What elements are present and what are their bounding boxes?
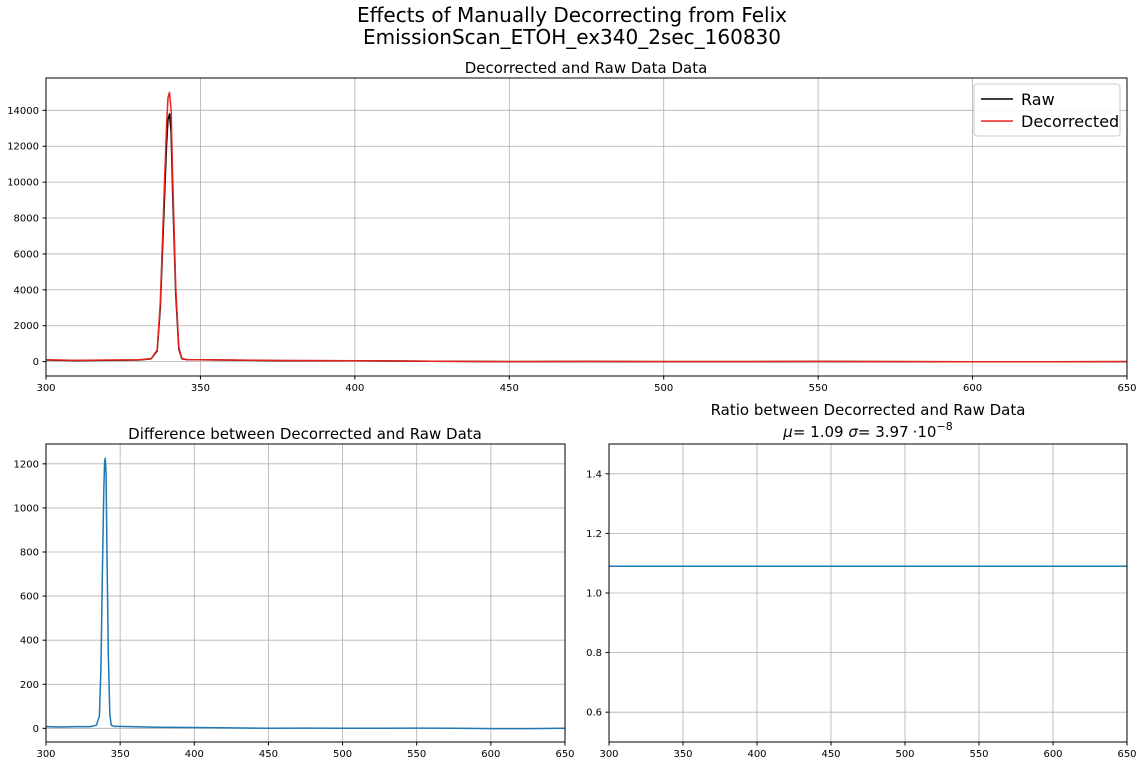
sigma-equals: = (858, 423, 875, 441)
x-tick-label: 300 (599, 749, 618, 760)
x-tick-label: 300 (36, 383, 55, 394)
grid-lines (45, 444, 566, 742)
y-tick-label: 1.2 (586, 529, 602, 540)
series-lines (45, 91, 1128, 363)
x-tick-label: 550 (809, 383, 828, 394)
y-tick-label: 1.0 (586, 589, 602, 600)
sigma-exponent: −8 (936, 420, 952, 433)
y-tick-label: 2000 (14, 321, 39, 332)
series-line-decorrected (45, 91, 1128, 363)
chart-title: Difference between Decorrected and Raw D… (128, 425, 482, 443)
x-tick-label: 500 (654, 383, 673, 394)
legend-raw-label: Raw (1021, 90, 1055, 109)
y-tick-label: 0.6 (586, 708, 602, 719)
x-tick-label: 450 (821, 749, 840, 760)
x-tick-label: 300 (36, 749, 55, 760)
x-tick-label: 550 (969, 749, 988, 760)
chart-decorrected-and-raw: Decorrected and Raw Data Data 300 350 400 4… (7, 59, 1136, 394)
tick-labels: 300 350 400 450 500 550 600 650 0 2000 4000 6000 800… (7, 106, 1136, 394)
chart-title: Decorrected and Raw Data Data (465, 59, 708, 77)
y-tick-label: 600 (20, 592, 39, 603)
plot-frame (45, 443, 566, 743)
x-tick-label: 650 (555, 749, 574, 760)
y-tick-label: 0.8 (586, 648, 602, 659)
chart-subtitle-stats: μ= 1.09 σ= 3.97·10−8 (782, 420, 952, 441)
y-tick-label: 800 (20, 548, 39, 559)
sigma-symbol: σ (848, 423, 858, 441)
chart-difference: Difference between Decorrected and Raw D… (14, 425, 575, 760)
x-tick-label: 400 (185, 749, 204, 760)
y-tick-label: 10000 (7, 178, 39, 189)
x-tick-label: 600 (963, 383, 982, 394)
y-tick-label: 1200 (14, 459, 39, 470)
x-tick-label: 450 (500, 383, 519, 394)
series-lines (45, 457, 566, 730)
y-tick-label: 8000 (14, 214, 39, 225)
legend: Raw Decorrected (973, 83, 1121, 137)
x-tick-label: 350 (673, 749, 692, 760)
tick-labels: 300 350 400 450 500 550 600 650 0.6 0.8 1.0 1.2 1.4 (586, 469, 1136, 760)
y-tick-label: 12000 (7, 142, 39, 153)
sigma-value: 3.97 (875, 423, 908, 441)
y-tick-label: 14000 (7, 106, 39, 117)
legend-decorrected-label: Decorrected (1021, 112, 1119, 131)
x-tick-label: 350 (191, 383, 210, 394)
x-tick-label: 500 (895, 749, 914, 760)
grid-lines (45, 78, 1128, 376)
mu-symbol: μ (782, 423, 793, 441)
y-tick-label: 4000 (14, 285, 39, 296)
plot-frame (45, 77, 1128, 377)
mu-equals: = (793, 423, 810, 441)
legend-box (973, 83, 1121, 137)
chart-ratio: Ratio between Decorrected and Raw Data μ… (586, 401, 1136, 760)
x-tick-label: 600 (1043, 749, 1062, 760)
sigma-multiplier: ·10 (913, 423, 937, 441)
x-tick-label: 650 (1117, 383, 1136, 394)
y-tick-label: 200 (20, 680, 39, 691)
mu-value: 1.09 (810, 423, 843, 441)
chart-title: Ratio between Decorrected and Raw Data (711, 401, 1026, 419)
x-tick-label: 450 (259, 749, 278, 760)
x-tick-label: 650 (1117, 749, 1136, 760)
y-tick-label: 6000 (14, 249, 39, 260)
x-tick-label: 350 (111, 749, 130, 760)
y-tick-label: 0 (33, 357, 39, 368)
figure-suptitle-line1: Effects of Manually Decorrecting from Fe… (357, 3, 787, 27)
tick-labels: 300 350 400 450 500 550 600 650 0 200 400 600 800 100… (14, 459, 575, 760)
y-tick-label: 1000 (14, 503, 39, 514)
y-tick-label: 400 (20, 636, 39, 647)
figure-suptitle-line2: EmissionScan_ETOH_ex340_2sec_160830 (363, 25, 781, 49)
x-tick-label: 400 (345, 383, 364, 394)
y-tick-label: 0 (33, 724, 39, 735)
y-tick-label: 1.4 (586, 469, 602, 480)
x-tick-label: 500 (333, 749, 352, 760)
plot-frame (608, 443, 1128, 743)
x-tick-label: 550 (407, 749, 426, 760)
series-line-raw (45, 113, 1128, 363)
grid-lines (608, 444, 1128, 742)
x-tick-label: 400 (747, 749, 766, 760)
series-line-0 (45, 457, 566, 730)
x-tick-label: 600 (481, 749, 500, 760)
